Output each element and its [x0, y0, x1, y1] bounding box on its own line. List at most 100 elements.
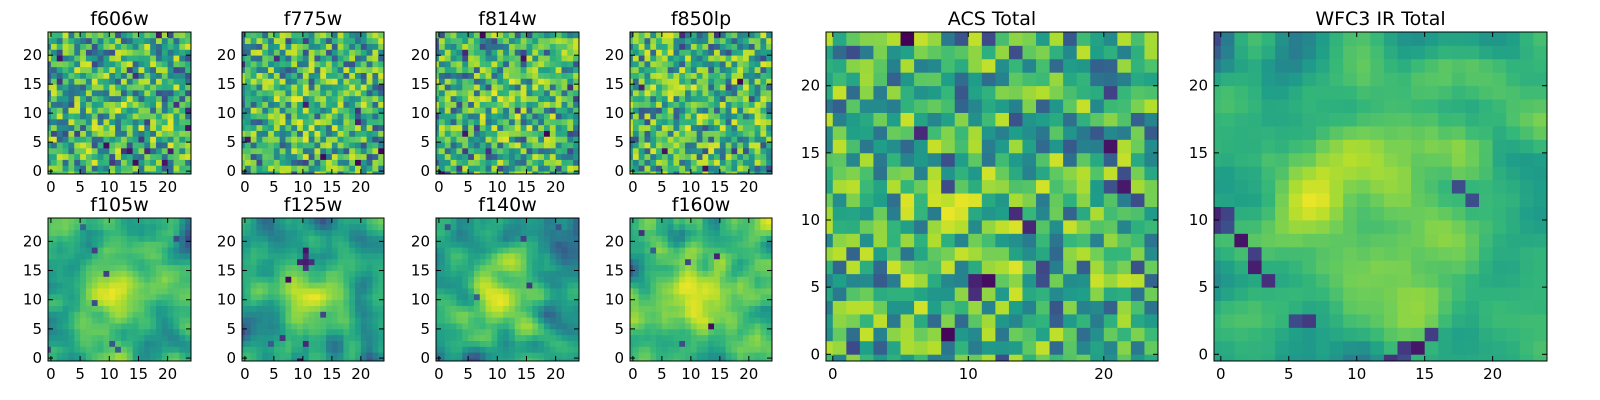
heatmap-cell — [150, 276, 157, 283]
axes-frame — [47, 31, 192, 175]
heatmap-cell — [366, 218, 373, 225]
heatmap-cell — [503, 352, 510, 359]
heatmap-cell — [331, 130, 339, 137]
heatmap-cell — [120, 311, 128, 318]
heatmap-cell — [138, 84, 145, 91]
heatmap-cell — [144, 159, 151, 166]
heatmap-cell — [543, 247, 551, 254]
heatmap-cell — [185, 32, 192, 39]
heatmap-cell — [526, 334, 533, 341]
heatmap-cell — [479, 72, 487, 79]
heatmap-cell — [748, 101, 756, 108]
heatmap-cell — [679, 305, 686, 312]
heatmap-cell — [349, 60, 356, 68]
heatmap-cell — [485, 60, 492, 68]
heatmap-cell — [120, 276, 128, 283]
heatmap-cell — [91, 43, 99, 50]
heatmap-cell — [326, 72, 333, 79]
heatmap-cell — [185, 323, 192, 330]
heatmap-cell — [161, 264, 169, 271]
heatmap-cell — [97, 43, 104, 50]
heatmap-cell — [343, 49, 350, 56]
heatmap-cell — [285, 142, 292, 149]
heatmap-cell — [760, 136, 767, 143]
heatmap-cell — [155, 49, 163, 56]
x-tick-label: 15 — [322, 178, 341, 196]
heatmap-cell — [120, 317, 128, 324]
heatmap-cell — [372, 270, 379, 277]
heatmap-cell — [126, 288, 134, 295]
heatmap-cell — [50, 258, 58, 266]
heatmap-cell — [250, 223, 257, 231]
heatmap-cell — [326, 107, 333, 114]
heatmap-cell — [331, 328, 339, 336]
heatmap-cell — [250, 136, 257, 143]
heatmap-cell — [372, 311, 379, 318]
heatmap-cell — [115, 258, 122, 266]
heatmap-cell — [632, 49, 640, 56]
heatmap-cell — [103, 282, 110, 289]
heatmap-cell — [748, 84, 756, 91]
heatmap-cell — [630, 95, 634, 102]
heatmap-cell — [179, 72, 186, 79]
heatmap-cell — [520, 130, 527, 137]
heatmap-cell — [725, 124, 732, 131]
heatmap-cell — [80, 317, 87, 324]
heatmap-cell — [543, 223, 551, 231]
heatmap-cell — [737, 124, 744, 131]
heatmap-cell — [256, 43, 263, 50]
heatmap-cell — [444, 118, 451, 126]
heatmap-cell — [343, 276, 350, 283]
heatmap-cell — [109, 124, 116, 131]
heatmap-cell — [714, 101, 721, 108]
heatmap-cell — [650, 282, 657, 289]
heatmap-cell — [532, 346, 539, 353]
heatmap-cell — [468, 142, 475, 149]
heatmap-cell — [444, 241, 451, 248]
heatmap-cell — [743, 293, 750, 301]
heatmap-cell — [62, 136, 69, 143]
heatmap-cell — [173, 311, 180, 318]
heatmap-cell — [450, 78, 457, 85]
heatmap-cell — [80, 282, 87, 289]
heatmap-cell — [638, 153, 645, 160]
heatmap-cell — [748, 124, 756, 131]
heatmap-cell — [126, 340, 134, 347]
heatmap-cell — [514, 229, 522, 236]
heatmap-cell — [737, 142, 744, 149]
heatmap-cell — [179, 223, 186, 231]
heatmap-cell — [485, 253, 492, 260]
heatmap-cell — [97, 258, 104, 266]
heatmap-cell — [444, 235, 451, 242]
heatmap-cell — [349, 247, 356, 254]
heatmap-cell — [297, 66, 304, 73]
heatmap-cell — [355, 276, 362, 283]
heatmap-cell — [302, 130, 310, 137]
heatmap-cell — [731, 49, 738, 56]
heatmap-cell — [244, 305, 252, 312]
heatmap-cell — [372, 130, 379, 137]
heatmap-cell — [754, 311, 761, 318]
heatmap-cell — [714, 282, 721, 289]
heatmap-cell — [262, 107, 269, 114]
heatmap-cell — [97, 346, 104, 353]
heatmap-cell — [62, 159, 69, 166]
heatmap-cell — [491, 32, 498, 39]
heatmap-cell — [743, 89, 750, 97]
heatmap-cell — [85, 352, 93, 359]
heatmap-cell — [497, 72, 504, 79]
heatmap-cell — [262, 340, 269, 347]
heatmap-cell — [273, 253, 281, 260]
heatmap-cell — [555, 258, 562, 266]
heatmap-cell — [479, 334, 487, 341]
heatmap-cell — [561, 270, 568, 277]
heatmap-cell — [378, 358, 385, 362]
heatmap-cell — [754, 72, 761, 79]
heatmap-cell — [731, 317, 738, 324]
heatmap-cell — [520, 276, 527, 283]
heatmap-cell — [632, 95, 640, 102]
heatmap-cell — [555, 37, 562, 44]
heatmap-cell — [714, 352, 721, 359]
heatmap-cell — [331, 165, 339, 172]
heatmap-cell — [80, 107, 87, 114]
